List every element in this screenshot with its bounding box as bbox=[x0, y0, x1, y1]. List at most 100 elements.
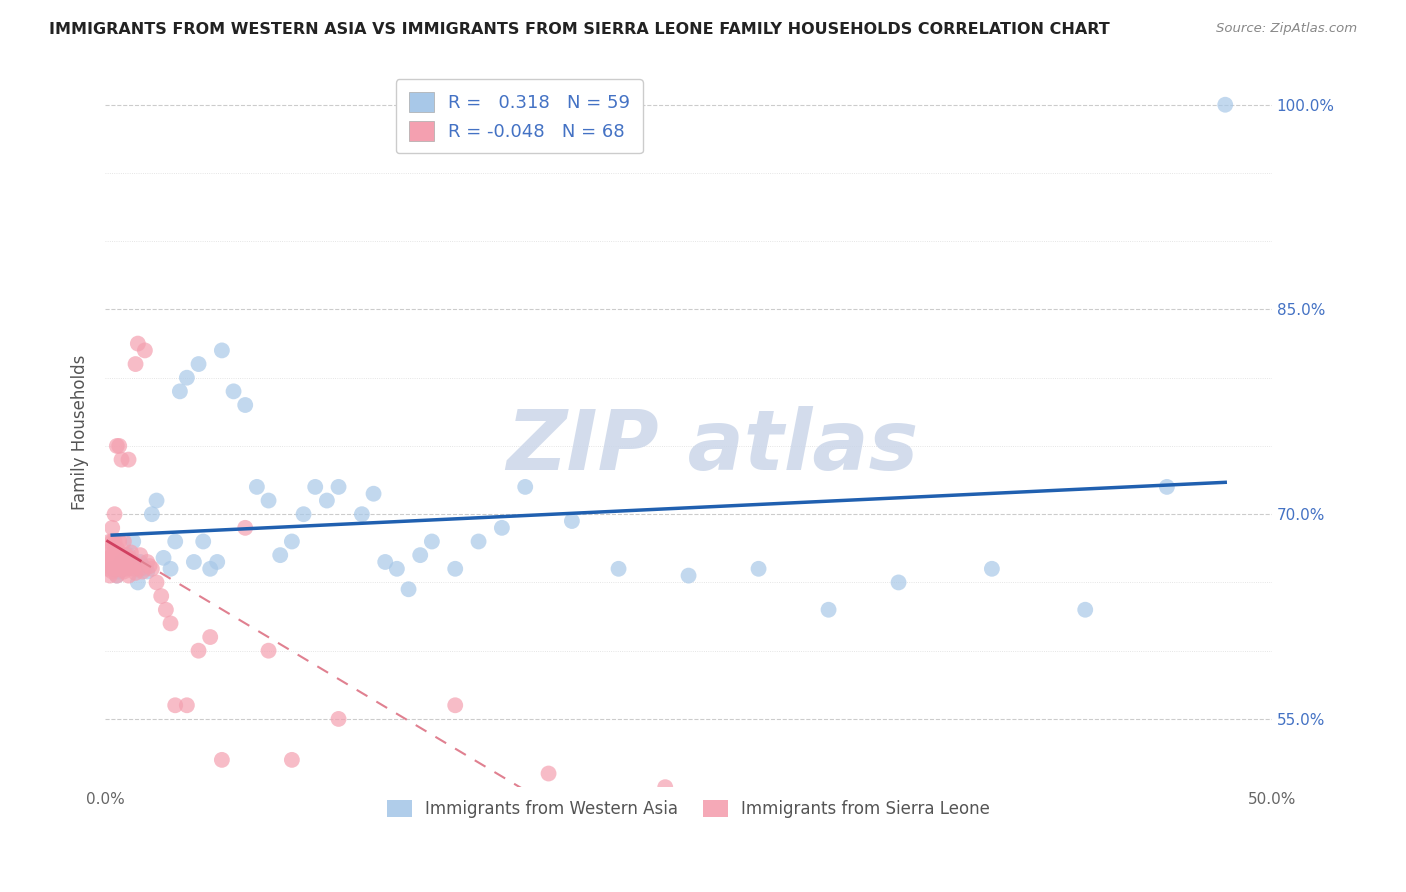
Point bbox=[127, 336, 149, 351]
Point bbox=[176, 370, 198, 384]
Point bbox=[444, 698, 467, 713]
Point bbox=[200, 562, 222, 576]
Text: ZIP atlas: ZIP atlas bbox=[506, 406, 918, 487]
Point bbox=[98, 550, 121, 565]
Point bbox=[145, 493, 167, 508]
Point bbox=[350, 507, 373, 521]
Point bbox=[98, 568, 121, 582]
Point bbox=[155, 603, 177, 617]
Point bbox=[120, 559, 142, 574]
Point bbox=[398, 582, 420, 597]
Point bbox=[328, 480, 350, 494]
Point bbox=[292, 507, 315, 521]
Point bbox=[748, 562, 770, 576]
Point bbox=[1213, 97, 1236, 112]
Point bbox=[159, 562, 181, 576]
Point bbox=[122, 562, 145, 576]
Point bbox=[96, 555, 118, 569]
Point bbox=[141, 562, 163, 576]
Point bbox=[110, 555, 132, 569]
Point bbox=[117, 550, 139, 565]
Point bbox=[169, 384, 191, 399]
Point bbox=[152, 550, 174, 565]
Point bbox=[420, 534, 443, 549]
Point bbox=[129, 562, 152, 576]
Point bbox=[887, 575, 910, 590]
Point bbox=[678, 568, 700, 582]
Point bbox=[515, 480, 537, 494]
Point bbox=[98, 534, 121, 549]
Point bbox=[200, 630, 222, 644]
Point bbox=[187, 643, 209, 657]
Point bbox=[112, 534, 135, 549]
Point bbox=[315, 493, 337, 508]
Point bbox=[444, 562, 467, 576]
Point bbox=[108, 534, 131, 549]
Text: Source: ZipAtlas.com: Source: ZipAtlas.com bbox=[1216, 22, 1357, 36]
Point bbox=[145, 575, 167, 590]
Point bbox=[101, 521, 124, 535]
Point bbox=[115, 548, 138, 562]
Point bbox=[110, 452, 132, 467]
Point bbox=[165, 698, 187, 713]
Point bbox=[328, 712, 350, 726]
Point bbox=[108, 548, 131, 562]
Point bbox=[1156, 480, 1178, 494]
Point bbox=[385, 562, 408, 576]
Text: IMMIGRANTS FROM WESTERN ASIA VS IMMIGRANTS FROM SIERRA LEONE FAMILY HOUSEHOLDS C: IMMIGRANTS FROM WESTERN ASIA VS IMMIGRAN… bbox=[49, 22, 1109, 37]
Point bbox=[491, 521, 513, 535]
Point bbox=[257, 493, 280, 508]
Point bbox=[980, 562, 1002, 576]
Point bbox=[211, 753, 233, 767]
Point bbox=[117, 548, 139, 562]
Y-axis label: Family Households: Family Households bbox=[72, 355, 89, 510]
Point bbox=[817, 603, 839, 617]
Point bbox=[138, 559, 160, 574]
Point bbox=[103, 507, 125, 521]
Point bbox=[115, 562, 138, 576]
Point bbox=[257, 643, 280, 657]
Point bbox=[269, 548, 291, 562]
Point bbox=[281, 534, 304, 549]
Point bbox=[205, 555, 228, 569]
Point bbox=[120, 555, 142, 569]
Point bbox=[105, 555, 128, 569]
Point bbox=[150, 589, 173, 603]
Point bbox=[141, 507, 163, 521]
Point bbox=[134, 343, 156, 358]
Point bbox=[136, 565, 159, 579]
Point bbox=[129, 548, 152, 562]
Point bbox=[222, 384, 245, 399]
Point bbox=[124, 562, 146, 576]
Point bbox=[409, 548, 432, 562]
Point bbox=[108, 439, 131, 453]
Point bbox=[537, 766, 560, 780]
Point bbox=[103, 562, 125, 576]
Point bbox=[122, 555, 145, 569]
Point bbox=[131, 559, 153, 574]
Point bbox=[120, 545, 142, 559]
Point bbox=[103, 534, 125, 549]
Point bbox=[374, 807, 396, 822]
Point bbox=[129, 555, 152, 569]
Point bbox=[117, 568, 139, 582]
Point bbox=[105, 541, 128, 556]
Point bbox=[115, 550, 138, 565]
Point bbox=[176, 698, 198, 713]
Point bbox=[654, 780, 676, 794]
Point bbox=[101, 534, 124, 549]
Point bbox=[103, 555, 125, 569]
Point bbox=[127, 575, 149, 590]
Point bbox=[96, 562, 118, 576]
Point bbox=[101, 548, 124, 562]
Point bbox=[304, 480, 326, 494]
Point bbox=[101, 565, 124, 579]
Point bbox=[124, 357, 146, 371]
Point bbox=[233, 398, 256, 412]
Point bbox=[165, 534, 187, 549]
Point bbox=[363, 487, 385, 501]
Point bbox=[561, 514, 583, 528]
Point bbox=[134, 562, 156, 576]
Point bbox=[124, 566, 146, 580]
Point bbox=[607, 562, 630, 576]
